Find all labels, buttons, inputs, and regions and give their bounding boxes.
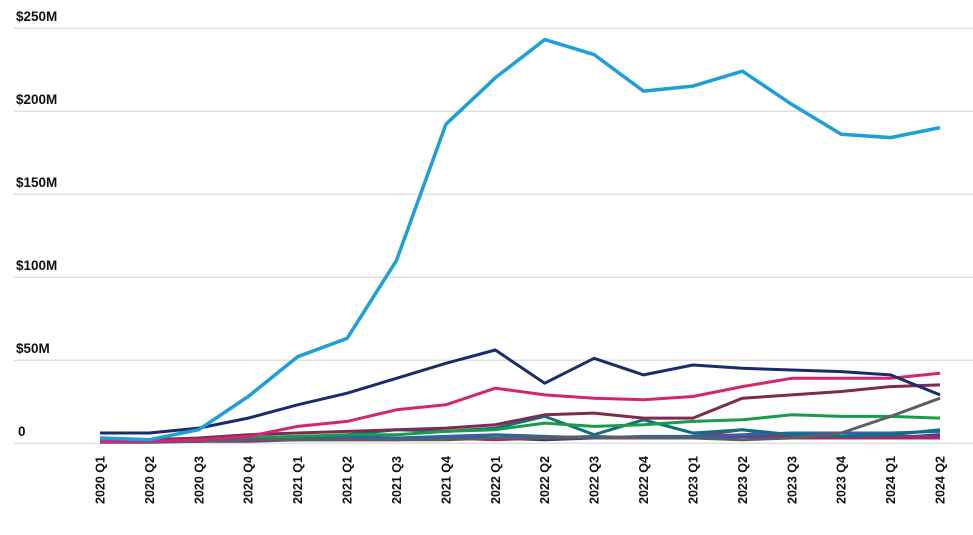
y-axis-tick-label: 0 <box>18 424 26 439</box>
x-axis-tick-label: 2020 Q3 <box>192 456 206 504</box>
y-axis-tick-label: $100M <box>16 258 57 273</box>
line-series-pink <box>100 371 941 443</box>
x-axis-tick-label: 2021 Q3 <box>390 456 404 504</box>
x-axis-tick-label: 2023 Q3 <box>785 456 799 504</box>
line-series-navy <box>100 348 941 435</box>
line-series-plum <box>100 383 941 442</box>
y-axis-tick-label: $50M <box>16 341 50 356</box>
x-axis-tick-label: 2023 Q4 <box>835 456 849 504</box>
x-axis-tick-label: 2022 Q2 <box>538 456 552 504</box>
x-axis-tick-label: 2023 Q2 <box>736 456 750 504</box>
x-axis-tick-label: 2020 Q1 <box>94 456 108 504</box>
x-axis-tick-label: 2020 Q4 <box>242 456 256 504</box>
y-axis-tick-label: $200M <box>16 92 57 107</box>
y-axis-tick-label: $250M <box>16 9 57 24</box>
line-series-gray <box>100 396 941 443</box>
x-axis-tick-label: 2020 Q2 <box>143 456 157 504</box>
line-series-cyan <box>99 37 941 442</box>
x-axis-tick-label: 2021 Q1 <box>291 456 305 504</box>
x-axis-tick-label: 2021 Q4 <box>439 456 453 504</box>
x-axis-tick-label: 2022 Q1 <box>489 456 503 504</box>
x-axis-tick-label: 2022 Q3 <box>588 456 602 504</box>
x-axis-tick-label: 2024 Q2 <box>934 456 948 504</box>
x-axis-tick-label: 2021 Q2 <box>341 456 355 504</box>
x-axis-tick-label: 2022 Q4 <box>637 456 651 504</box>
x-axis-tick-label: 2024 Q1 <box>884 456 898 504</box>
x-axis-tick-label: 2023 Q1 <box>686 456 700 504</box>
y-axis-tick-label: $150M <box>16 175 57 190</box>
